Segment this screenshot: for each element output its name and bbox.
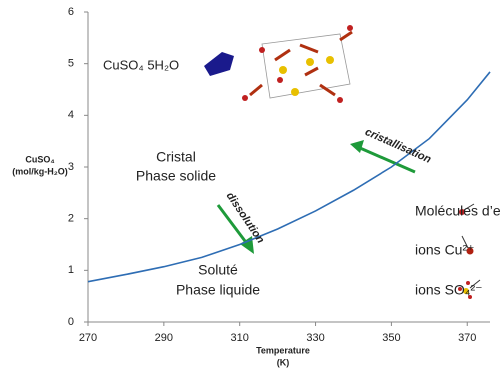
annotation: Phase liquide xyxy=(176,282,260,298)
curve xyxy=(87,71,491,283)
annotation: Phase solide xyxy=(136,168,216,184)
annotation: Soluté xyxy=(198,262,238,278)
x-tick-label: 310 xyxy=(231,332,249,344)
y-tick-label: 5 xyxy=(68,58,74,70)
molecule-icons xyxy=(458,203,481,299)
y-tick-label: 2 xyxy=(68,213,74,225)
y-tick-label: 6 xyxy=(68,6,74,18)
annotation: dissolution xyxy=(224,190,267,246)
y-tick-label: 4 xyxy=(68,109,74,121)
crystal-illustration xyxy=(204,25,353,103)
annotation: ions SO₄²⁻ xyxy=(415,282,483,298)
annotation: Molécules d’eau xyxy=(415,203,500,219)
x-axis-label: (K) xyxy=(277,357,290,367)
y-tick-label: 1 xyxy=(68,264,74,276)
y-tick-label: 3 xyxy=(68,161,74,173)
y-axis-label: CuSO₄ xyxy=(25,154,54,164)
x-tick-label: 330 xyxy=(306,332,324,344)
arrows xyxy=(216,140,416,254)
x-axis-label: Temperature xyxy=(256,345,310,355)
annotation: cristallisation xyxy=(363,126,433,166)
annotation: CuSO₄ 5H₂O xyxy=(103,57,179,72)
y-axis-label: (mol/kg-H₂O) xyxy=(12,166,68,176)
x-tick-label: 290 xyxy=(155,332,173,344)
x-tick-label: 270 xyxy=(79,332,97,344)
annotation: Cristal xyxy=(156,149,196,165)
x-tick-label: 350 xyxy=(382,332,400,344)
y-tick-label: 0 xyxy=(68,316,74,328)
x-tick-label: 370 xyxy=(458,332,476,344)
annotation: ions Cu²⁺ xyxy=(415,242,475,258)
